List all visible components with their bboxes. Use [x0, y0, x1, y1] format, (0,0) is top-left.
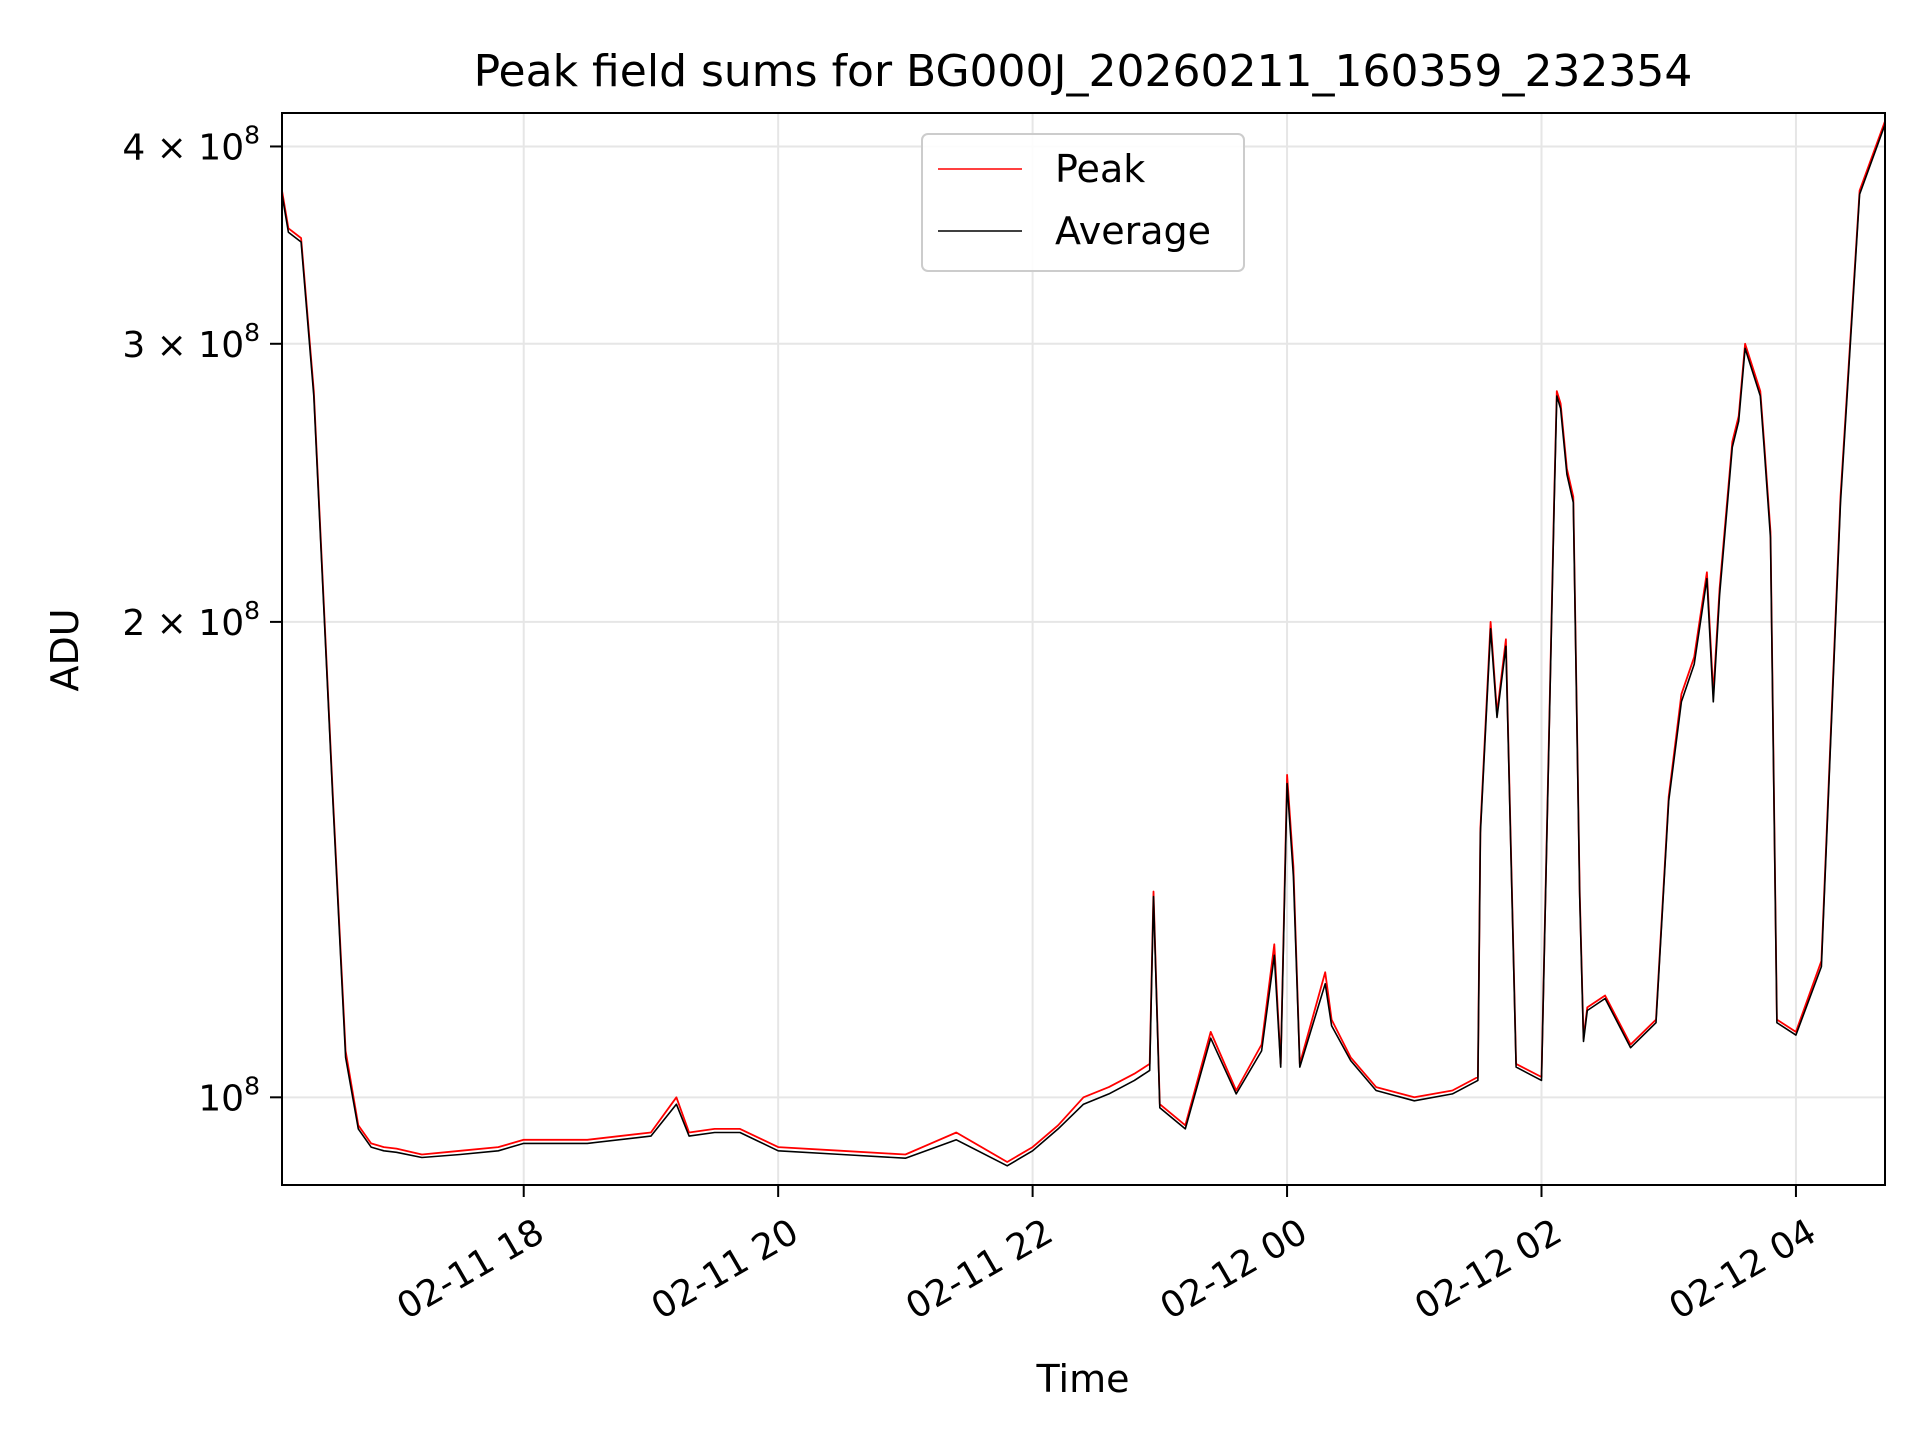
legend-label-peak: Peak — [1055, 147, 1145, 191]
series-line-average — [282, 124, 1885, 1167]
y-tick-label: 2 × 108 — [122, 596, 260, 644]
y-tick-label: 108 — [198, 1071, 260, 1119]
plot-frame — [281, 112, 1886, 1186]
legend-label-average: Average — [1055, 209, 1211, 253]
chart-title: Peak field sums for BG000J_20260211_1603… — [474, 46, 1693, 97]
x-axis-label: Time — [1036, 1357, 1130, 1401]
y-tick-label: 4 × 108 — [122, 120, 260, 168]
y-axis-label: ADU — [43, 608, 87, 691]
series-layer — [282, 120, 1885, 1167]
legend: Peak Average — [921, 133, 1245, 272]
y-tick-label: 3 × 108 — [122, 318, 260, 366]
